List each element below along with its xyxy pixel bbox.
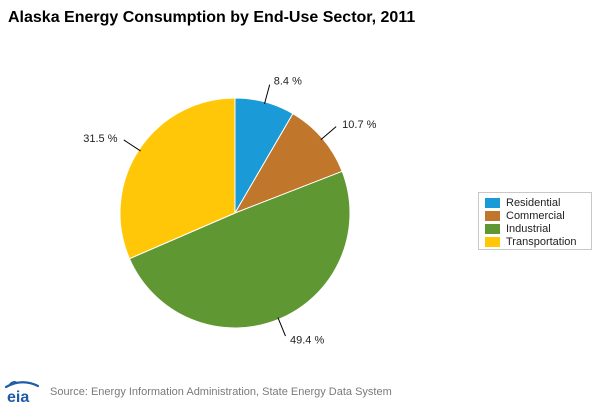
eia-logo-graphic: eia (4, 381, 40, 406)
pie-chart: 8.4 % 10.7 % 49.4 % 31.5 % (83, 76, 376, 347)
legend-label-industrial: Industrial (506, 222, 551, 235)
legend-item-transportation: Transportation (485, 235, 591, 248)
slice-labels: 8.4 % 10.7 % 49.4 % 31.5 % (83, 76, 376, 347)
eia-logo-text: eia (7, 389, 29, 405)
legend-label-residential: Residential (506, 196, 561, 209)
leader-line-commercial (320, 126, 337, 140)
leader-line-transportation (123, 139, 141, 152)
label-leader-lines (123, 84, 337, 337)
chart-title: Alaska Energy Consumption by End-Use Sec… (8, 9, 416, 26)
slice-label-commercial: 10.7 % (342, 119, 376, 131)
leader-line-residential (263, 84, 271, 105)
pie-slices (119, 97, 351, 329)
legend-item-residential: Residential (485, 196, 591, 209)
eia-logo: eia (4, 379, 40, 406)
legend-label-commercial: Commercial (506, 209, 565, 222)
source-note: Source: Energy Information Administratio… (50, 386, 392, 398)
legend-swatch-residential (485, 197, 500, 208)
legend-label-transportation: Transportation (506, 235, 577, 248)
legend: Residential Commercial Industrial Transp… (478, 192, 592, 250)
legend-swatch-industrial (485, 223, 500, 234)
leader-line-industrial (277, 317, 286, 337)
legend-swatch-transportation (485, 236, 500, 247)
legend-item-industrial: Industrial (485, 222, 591, 235)
slice-label-industrial: 49.4 % (290, 335, 324, 347)
slice-label-transportation: 31.5 % (83, 133, 117, 145)
legend-swatch-commercial (485, 210, 500, 221)
footer: eia Source: Energy Information Administr… (4, 379, 392, 406)
slice-label-residential: 8.4 % (274, 76, 302, 88)
legend-item-commercial: Commercial (485, 209, 591, 222)
